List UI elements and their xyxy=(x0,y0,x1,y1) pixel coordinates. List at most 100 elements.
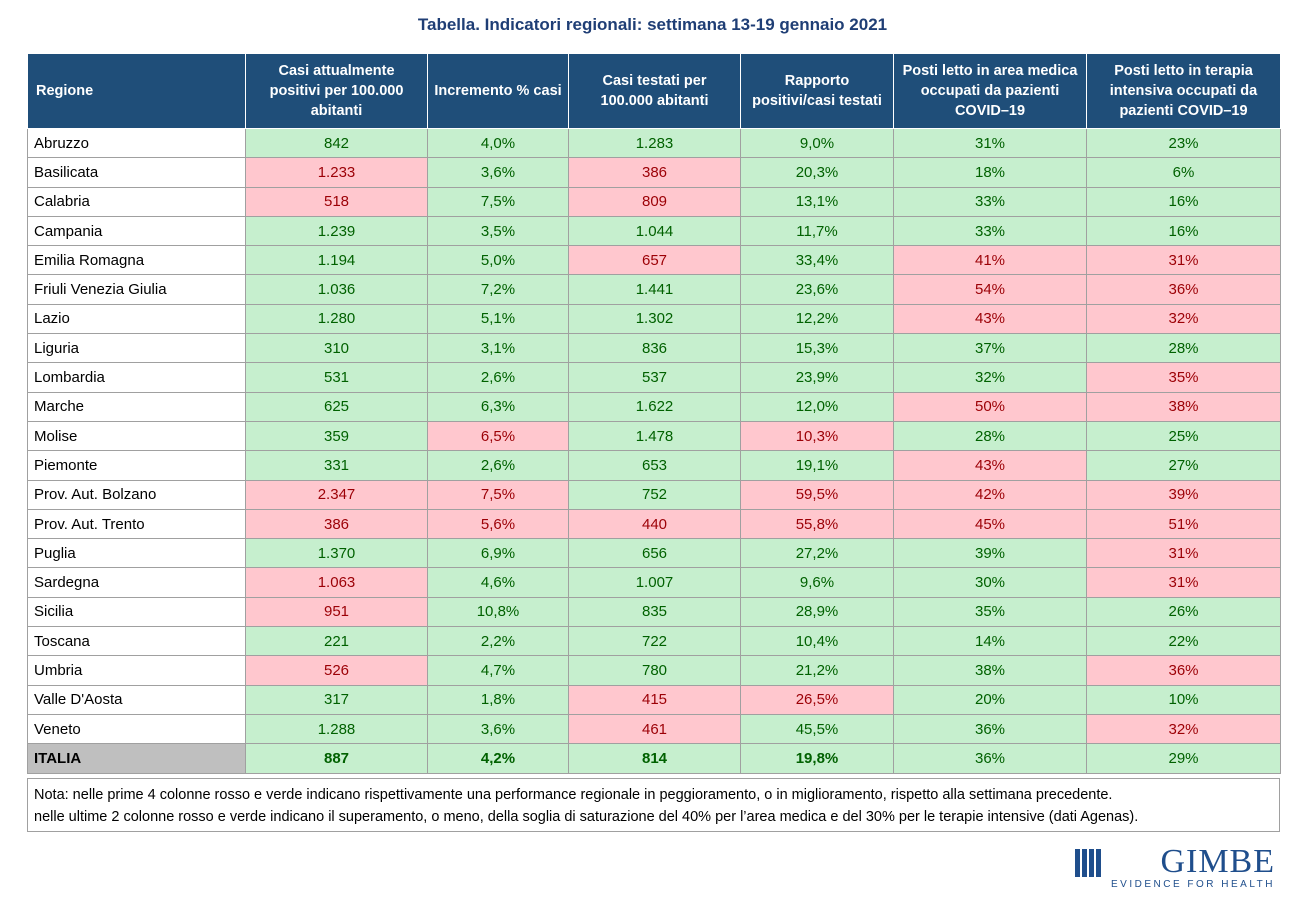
value-cell: 35% xyxy=(893,596,1087,628)
note-line: nelle ultime 2 colonne rosso e verde ind… xyxy=(34,808,1139,825)
value-cell: 656 xyxy=(568,538,741,569)
table-row: Basilicata 1.233 3,6% 386 20,3% 18% 6% xyxy=(27,157,1281,188)
value-cell: 36% xyxy=(1086,655,1281,686)
value-cell: 6,9% xyxy=(427,538,569,569)
value-cell: 38% xyxy=(1086,391,1281,422)
region-cell: Emilia Romagna xyxy=(27,245,246,276)
region-cell: Valle D'Aosta xyxy=(27,684,246,715)
value-cell: 33% xyxy=(893,186,1087,217)
value-cell: 42% xyxy=(893,479,1087,510)
table-row: Marche 625 6,3% 1.622 12,0% 50% 38% xyxy=(27,391,1281,422)
region-cell: Molise xyxy=(27,420,246,452)
value-cell: 537 xyxy=(568,362,741,393)
value-cell: 20% xyxy=(893,684,1087,715)
region-cell: Veneto xyxy=(27,713,246,745)
value-cell: 2,2% xyxy=(427,626,569,657)
header-row: Regione Casi attualmente positivi per 100… xyxy=(27,53,1281,129)
region-cell: Sicilia xyxy=(27,596,246,628)
region-cell: Toscana xyxy=(27,626,246,657)
value-cell: 1.239 xyxy=(245,215,428,247)
value-cell: 39% xyxy=(893,538,1087,569)
value-cell: 29% xyxy=(1086,743,1281,774)
value-cell: 31% xyxy=(1086,567,1281,598)
region-cell: Marche xyxy=(27,391,246,422)
value-cell: 35% xyxy=(1086,362,1281,393)
value-cell: 1.478 xyxy=(568,420,741,452)
table-row: ITALIA 887 4,2% 814 19,8% 36% 29% xyxy=(27,743,1281,774)
value-cell: 842 xyxy=(245,127,428,159)
value-cell: 13,1% xyxy=(740,186,894,217)
value-cell: 317 xyxy=(245,684,428,715)
value-cell: 780 xyxy=(568,655,741,686)
value-cell: 23,6% xyxy=(740,274,894,305)
value-cell: 887 xyxy=(245,743,428,774)
region-cell: Calabria xyxy=(27,186,246,217)
value-cell: 41% xyxy=(893,245,1087,276)
table-row: Lombardia 531 2,6% 537 23,9% 32% 35% xyxy=(27,362,1281,393)
value-cell: 51% xyxy=(1086,508,1281,540)
value-cell: 32% xyxy=(1086,713,1281,745)
region-cell: Umbria xyxy=(27,655,246,686)
column-header: Casi testati per 100.000 abitanti xyxy=(568,53,741,129)
value-cell: 1.441 xyxy=(568,274,741,305)
value-cell: 6,3% xyxy=(427,391,569,422)
logo-name: GIMBE xyxy=(1160,843,1275,880)
value-cell: 526 xyxy=(245,655,428,686)
value-cell: 33% xyxy=(893,215,1087,247)
value-cell: 310 xyxy=(245,333,428,364)
table-row: Puglia 1.370 6,9% 656 27,2% 39% 31% xyxy=(27,538,1281,569)
column-header: Regione xyxy=(27,53,246,129)
value-cell: 21,2% xyxy=(740,655,894,686)
value-cell: 45% xyxy=(893,508,1087,540)
value-cell: 5,0% xyxy=(427,245,569,276)
region-cell: ITALIA xyxy=(27,743,246,774)
value-cell: 43% xyxy=(893,450,1087,481)
value-cell: 22% xyxy=(1086,626,1281,657)
value-cell: 2.347 xyxy=(245,479,428,510)
region-cell: Piemonte xyxy=(27,450,246,481)
value-cell: 10,3% xyxy=(740,420,894,452)
value-cell: 2,6% xyxy=(427,450,569,481)
value-cell: 1.622 xyxy=(568,391,741,422)
value-cell: 12,0% xyxy=(740,391,894,422)
value-cell: 28% xyxy=(1086,333,1281,364)
region-cell: Sardegna xyxy=(27,567,246,598)
table-row: Toscana 221 2,2% 722 10,4% 14% 22% xyxy=(27,626,1281,657)
value-cell: 23% xyxy=(1086,127,1281,159)
column-header: Posti letto in terapia intensiva occupat… xyxy=(1086,53,1281,129)
value-cell: 30% xyxy=(893,567,1087,598)
value-cell: 11,7% xyxy=(740,215,894,247)
value-cell: 36% xyxy=(893,713,1087,745)
value-cell: 221 xyxy=(245,626,428,657)
value-cell: 657 xyxy=(568,245,741,276)
value-cell: 37% xyxy=(893,333,1087,364)
value-cell: 809 xyxy=(568,186,741,217)
value-cell: 27% xyxy=(1086,450,1281,481)
value-cell: 7,2% xyxy=(427,274,569,305)
value-cell: 31% xyxy=(1086,245,1281,276)
value-cell: 3,1% xyxy=(427,333,569,364)
value-cell: 32% xyxy=(1086,303,1281,335)
value-cell: 625 xyxy=(245,391,428,422)
value-cell: 19,1% xyxy=(740,450,894,481)
value-cell: 1.036 xyxy=(245,274,428,305)
value-cell: 43% xyxy=(893,303,1087,335)
table-row: Liguria 310 3,1% 836 15,3% 37% 28% xyxy=(27,333,1281,364)
value-cell: 10% xyxy=(1086,684,1281,715)
value-cell: 38% xyxy=(893,655,1087,686)
value-cell: 9,6% xyxy=(740,567,894,598)
table-row: Emilia Romagna 1.194 5,0% 657 33,4% 41% 31% xyxy=(27,245,1281,276)
value-cell: 50% xyxy=(893,391,1087,422)
value-cell: 26% xyxy=(1086,596,1281,628)
value-cell: 28,9% xyxy=(740,596,894,628)
note-line: Nota: nelle prime 4 colonne rosso e verd… xyxy=(34,787,1113,803)
value-cell: 31% xyxy=(1086,538,1281,569)
value-cell: 440 xyxy=(568,508,741,540)
value-cell: 1.370 xyxy=(245,538,428,569)
value-cell: 7,5% xyxy=(427,186,569,217)
column-header: Casi attualmente positivi per 100.000 ab… xyxy=(245,53,428,129)
value-cell: 7,5% xyxy=(427,479,569,510)
value-cell: 3,6% xyxy=(427,157,569,188)
value-cell: 31% xyxy=(893,127,1087,159)
